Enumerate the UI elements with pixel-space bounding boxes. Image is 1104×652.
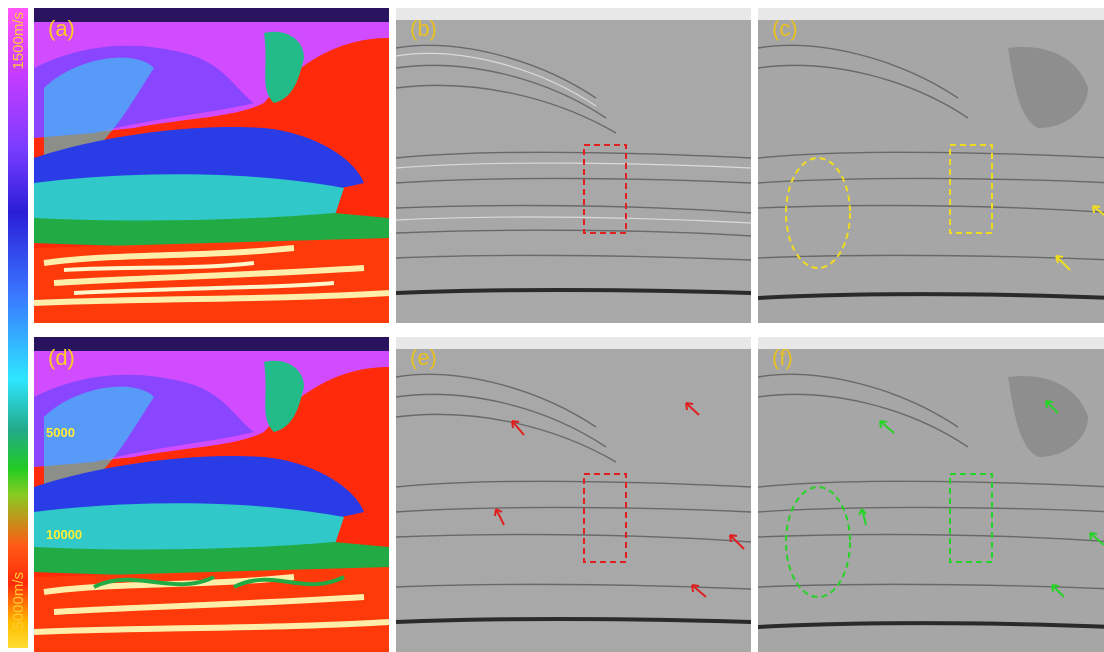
panel-b-seismic-image: (b)	[396, 8, 751, 323]
panel-a-velocity-model: (a)	[34, 8, 389, 323]
panel-b-label: (b)	[410, 16, 437, 41]
panel-e-label: (e)	[410, 345, 437, 370]
panel-d-velocity-model: (d) 5000 10000	[34, 337, 389, 652]
panel-c-label: (c)	[772, 16, 798, 41]
contour-label-first: 5000	[46, 425, 75, 440]
velocity-colorbar	[8, 8, 28, 648]
panel-a-label: (a)	[48, 16, 75, 41]
colorbar-top-label: 1500m/s	[10, 12, 27, 70]
panel-c-seismic-image: (c)	[758, 8, 1104, 323]
panel-e-seismic-image: (e)	[396, 337, 751, 652]
panel-f-label: (f)	[772, 345, 793, 370]
highlight-box	[583, 144, 627, 234]
contour-label-second: 10000	[46, 527, 83, 542]
panel-f-seismic-image: (f)	[758, 337, 1104, 652]
colorbar-bottom-label: 5000m/s	[10, 572, 27, 630]
panel-d-label: (d)	[48, 345, 75, 370]
